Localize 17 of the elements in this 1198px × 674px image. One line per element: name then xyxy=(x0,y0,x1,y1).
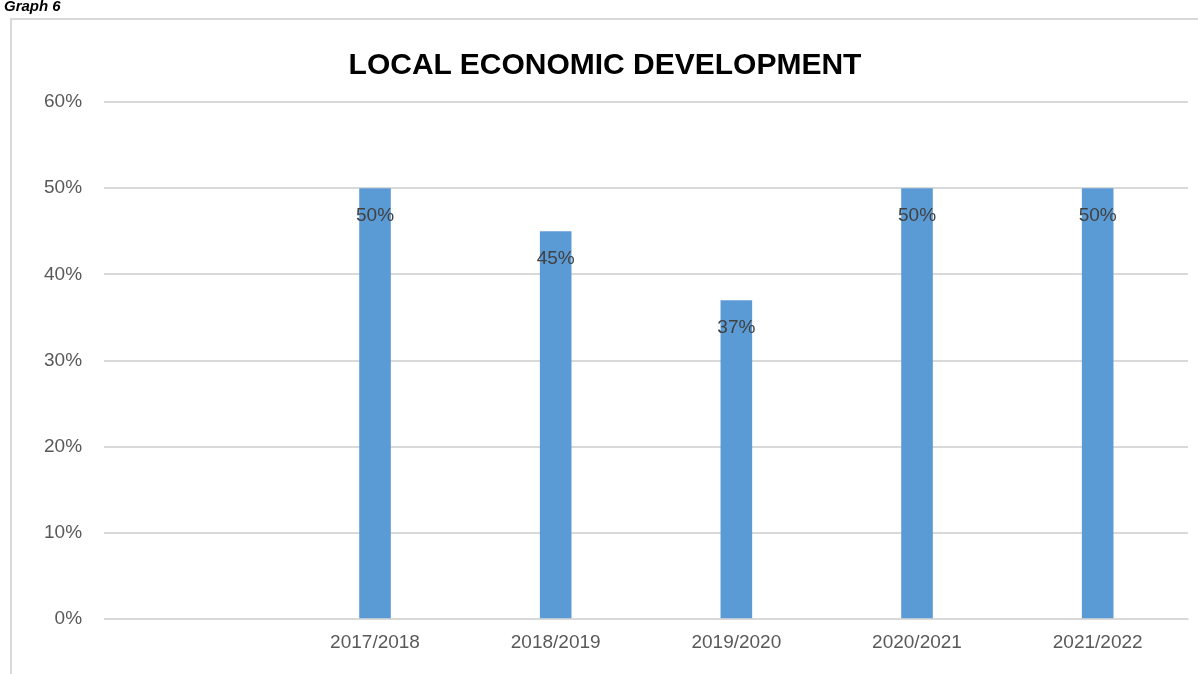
y-tick-label: 0% xyxy=(54,607,83,629)
bar xyxy=(1081,188,1114,619)
x-tick-label: 2017/2018 xyxy=(330,630,420,652)
y-tick-label: 60% xyxy=(44,90,83,112)
caption: Graph 6 xyxy=(4,0,61,14)
y-tick-label: 20% xyxy=(44,435,83,457)
x-tick-label: 2021/2022 xyxy=(1052,630,1143,652)
x-tick-label: 2020/2021 xyxy=(872,630,962,652)
bar xyxy=(720,300,753,619)
y-tick-label: 10% xyxy=(44,521,83,543)
chart-title: LOCAL ECONOMIC DEVELOPMENT xyxy=(348,47,862,81)
x-tick-label: 2018/2019 xyxy=(510,630,601,652)
bar xyxy=(539,231,572,619)
y-tick-label: 30% xyxy=(44,348,83,370)
y-tick-label: 40% xyxy=(44,262,83,284)
x-tick-label: 2019/2020 xyxy=(691,630,782,652)
y-tick-label: 50% xyxy=(44,176,83,198)
